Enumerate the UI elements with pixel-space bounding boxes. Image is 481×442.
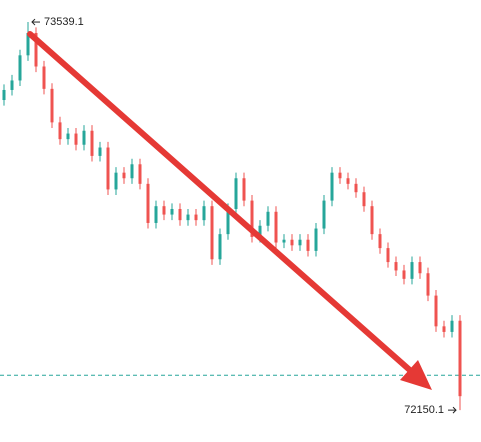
candle-body bbox=[130, 164, 134, 179]
candle-body bbox=[162, 206, 166, 215]
candle-body bbox=[82, 130, 86, 145]
candle-body bbox=[154, 206, 158, 223]
candle-body bbox=[194, 214, 198, 221]
candle-body bbox=[18, 55, 22, 81]
candle-body bbox=[362, 192, 366, 207]
candle-body bbox=[450, 320, 454, 332]
candle-body bbox=[106, 147, 110, 190]
candle-body bbox=[98, 147, 102, 156]
candle-body bbox=[378, 234, 382, 249]
candle-body bbox=[458, 320, 462, 397]
candle-body bbox=[418, 262, 422, 274]
candle-body bbox=[186, 214, 190, 221]
candle-body bbox=[34, 32, 38, 67]
candle-body bbox=[266, 211, 270, 226]
candle-body bbox=[202, 206, 206, 221]
candle-body bbox=[330, 172, 334, 201]
candle-body bbox=[26, 32, 30, 56]
candle-body bbox=[306, 239, 310, 251]
candle-body bbox=[322, 200, 326, 229]
candle-body bbox=[226, 208, 230, 235]
candle-body bbox=[434, 295, 438, 327]
candle-body bbox=[58, 122, 62, 140]
candle-body bbox=[74, 133, 78, 145]
arrow-shaft bbox=[27, 31, 415, 375]
candle-body bbox=[114, 172, 118, 190]
candle-body bbox=[10, 80, 14, 90]
candle-body bbox=[66, 133, 70, 140]
candle-body bbox=[402, 270, 406, 279]
candle-body bbox=[354, 183, 358, 193]
candle-body bbox=[178, 208, 182, 221]
candle-body bbox=[146, 183, 150, 223]
candle-body bbox=[138, 164, 142, 184]
candle-body bbox=[50, 88, 54, 123]
candle-body bbox=[250, 200, 254, 237]
candle-body bbox=[170, 208, 174, 215]
candle-body bbox=[122, 172, 126, 179]
candle-body bbox=[234, 178, 238, 209]
candles bbox=[0, 22, 481, 411]
candle-body bbox=[282, 239, 286, 243]
candle-body bbox=[338, 172, 342, 179]
candle-body bbox=[346, 178, 350, 184]
trend-arrow bbox=[27, 31, 432, 390]
candle-body bbox=[370, 206, 374, 235]
candle-body bbox=[314, 228, 318, 251]
candle-body bbox=[218, 234, 222, 260]
candle-body bbox=[442, 326, 446, 332]
candle-body bbox=[426, 273, 430, 296]
candle-body bbox=[2, 89, 6, 101]
max-label: 73539.1 bbox=[44, 16, 84, 28]
candle-body bbox=[242, 178, 246, 201]
candle-body bbox=[258, 225, 262, 237]
candle-body bbox=[210, 206, 214, 260]
candle-body bbox=[410, 262, 414, 279]
candle-body bbox=[90, 130, 94, 156]
min-pointer-head bbox=[452, 406, 457, 414]
candle-body bbox=[386, 248, 390, 263]
candle-body bbox=[290, 239, 294, 246]
arrow-head bbox=[400, 360, 432, 390]
candle-body bbox=[394, 262, 398, 271]
candle-body bbox=[274, 211, 278, 243]
candle-body bbox=[42, 66, 46, 89]
max-pointer-head bbox=[31, 18, 36, 26]
candle-body bbox=[298, 239, 302, 246]
min-label: 72150.1 bbox=[404, 404, 444, 416]
